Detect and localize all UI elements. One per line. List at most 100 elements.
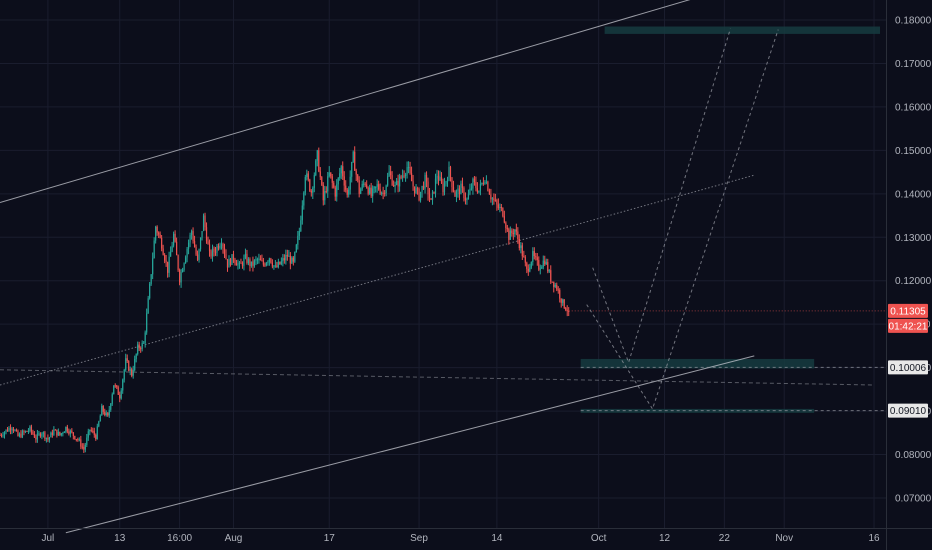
candle-body <box>476 188 479 193</box>
candle-body <box>503 216 505 223</box>
candle-body <box>86 437 88 445</box>
y-tick-label: 0.14000 <box>895 189 932 200</box>
candle-body <box>173 233 175 246</box>
candle-body <box>228 259 230 268</box>
candle-body <box>207 241 209 245</box>
candle-body <box>171 245 173 252</box>
candle-body <box>69 430 71 434</box>
candle-body <box>27 430 30 432</box>
candle-body <box>557 289 559 291</box>
candle-body <box>180 272 182 283</box>
candle-body <box>334 187 336 197</box>
candle-body <box>512 233 514 235</box>
candle-body <box>192 231 194 241</box>
candle-body <box>556 284 558 290</box>
candle-body <box>324 191 326 201</box>
candle-body <box>178 269 181 283</box>
candle-body <box>51 432 53 435</box>
candle-body <box>62 432 64 434</box>
candle-body <box>216 246 218 253</box>
candle-body <box>265 262 267 266</box>
x-tick-label: 13 <box>114 533 126 544</box>
x-tick-label: 17 <box>324 533 336 544</box>
candle-body <box>274 265 276 267</box>
candle-body <box>364 183 366 185</box>
candle-body <box>345 185 347 190</box>
candle-body <box>428 194 431 199</box>
candle-body <box>63 431 65 433</box>
candle-body <box>98 421 100 427</box>
candle-body <box>128 361 130 371</box>
candle-body <box>527 268 529 272</box>
candle-body <box>343 176 345 186</box>
candle-body <box>312 187 314 193</box>
candle-body <box>469 188 471 195</box>
candle-body <box>131 369 133 376</box>
x-tick-label: 14 <box>491 533 503 544</box>
candle-body <box>95 434 97 440</box>
candle-body <box>529 267 531 272</box>
candle-body <box>487 181 489 191</box>
candle-body <box>56 429 58 436</box>
candle-body <box>536 257 538 261</box>
candle-body <box>443 183 446 193</box>
candle-body <box>328 172 330 177</box>
candle-body <box>90 429 92 431</box>
candle-body <box>404 174 407 176</box>
channel-midline <box>0 174 755 386</box>
countdown-badge-bg <box>888 318 928 333</box>
candle-body <box>149 283 151 299</box>
candle-body <box>398 176 401 187</box>
candle-body <box>232 254 235 260</box>
candle-body <box>478 190 480 193</box>
candle-body <box>461 183 464 188</box>
channel-trendline <box>0 0 691 203</box>
candle-body <box>35 437 37 440</box>
candle-body <box>29 426 31 431</box>
candle-body <box>494 200 496 202</box>
candle-body <box>156 226 158 233</box>
candle-body <box>217 246 220 249</box>
candle-body <box>357 174 359 181</box>
candle-body <box>137 344 139 354</box>
candle-body <box>419 191 422 201</box>
candle-body <box>162 248 164 255</box>
candle-body <box>434 178 437 193</box>
candle-body <box>181 269 184 273</box>
grid <box>0 0 886 528</box>
candle-body <box>72 432 74 436</box>
candle-body <box>195 246 197 255</box>
candle-body <box>9 428 12 431</box>
candle-body <box>337 177 339 185</box>
candle-body <box>177 255 179 270</box>
candle-body <box>393 185 395 187</box>
candle-body <box>559 290 561 299</box>
candle-body <box>65 426 67 432</box>
candle-body <box>246 253 248 263</box>
candle-body <box>407 167 410 169</box>
channel-trendline <box>65 355 755 534</box>
candle-body <box>560 298 562 303</box>
candle-body <box>307 173 309 180</box>
candle-body <box>198 249 200 260</box>
candle-body <box>390 171 392 176</box>
candle-body <box>48 437 50 440</box>
x-tick-label: Sep <box>410 533 428 544</box>
candle-body <box>475 182 477 189</box>
candle-body <box>168 256 170 273</box>
candle-body <box>421 185 423 192</box>
candle-body <box>267 261 269 263</box>
candle-body <box>473 178 476 183</box>
candle-body <box>270 258 272 263</box>
candle-body <box>446 180 449 182</box>
candle-body <box>201 230 203 238</box>
time-axis[interactable]: Jul 13 16:00 Aug 17 Sep 14 Oct 12 22 Nov 16 <box>0 528 932 545</box>
candle-body <box>533 251 535 257</box>
candle-body <box>36 433 39 440</box>
candle-body <box>327 176 329 192</box>
x-tick-label: 22 <box>719 533 731 544</box>
candle-body <box>379 189 381 194</box>
candle-body <box>268 258 270 262</box>
candle-body <box>21 431 24 438</box>
